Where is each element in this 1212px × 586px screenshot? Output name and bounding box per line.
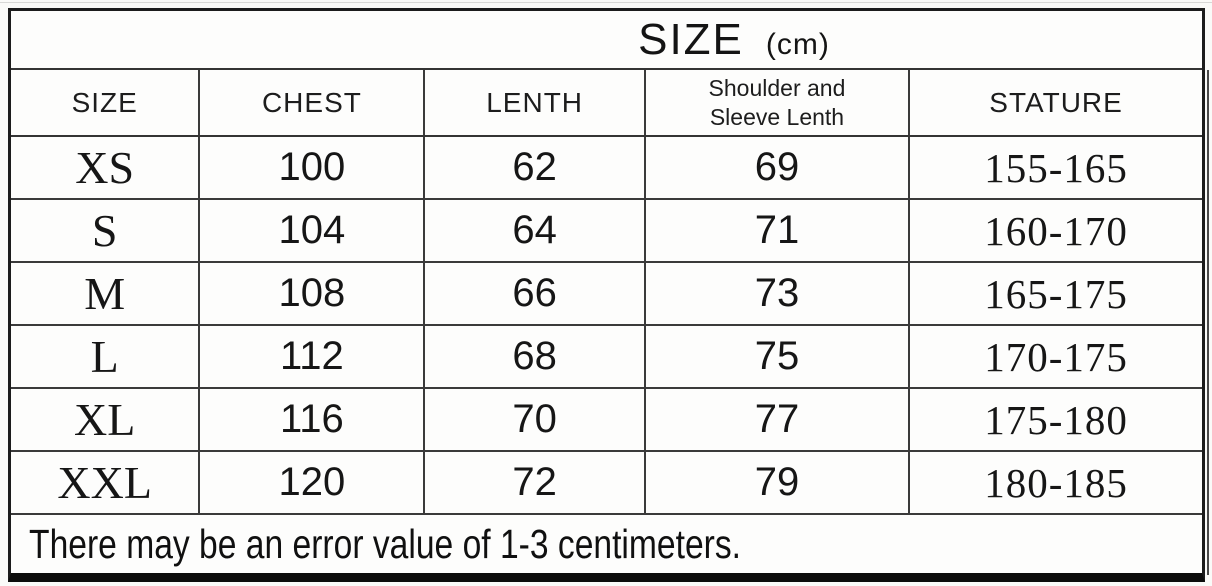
- size-label: XXL: [11, 452, 201, 513]
- photo-crop-edge-line: [0, 2, 1212, 3]
- stature-value: 170-175: [984, 333, 1128, 380]
- length-value: 68: [425, 326, 646, 387]
- chest-value: 120: [200, 452, 426, 513]
- table-row-xxl: XXL 120 72 79 180-185: [11, 452, 1202, 515]
- error-tolerance-note: There may be an error value of 1-3 centi…: [29, 520, 741, 567]
- shoulder-sleeve-value: 73: [646, 263, 911, 324]
- size-label: XS: [11, 137, 201, 198]
- column-header-shoulder-line1: Shoulder and: [708, 74, 846, 101]
- stature-value: 165-175: [984, 270, 1128, 317]
- table-title: SIZE: [638, 15, 744, 64]
- stature-value: 175-180: [984, 396, 1128, 443]
- chest-value: 108: [200, 263, 426, 324]
- chest-value: 116: [200, 389, 426, 450]
- column-header-stature: STATURE: [989, 86, 1123, 118]
- table-title-unit: (cm): [765, 28, 830, 61]
- length-value: 62: [425, 137, 646, 198]
- stature-value: 155-165: [984, 144, 1128, 191]
- table-row-m: M 108 66 73 165-175: [11, 263, 1202, 326]
- size-label: S: [11, 200, 201, 261]
- stature-value: 160-170: [984, 207, 1128, 254]
- column-header-length: LENTH: [425, 70, 646, 135]
- table-row-l: L 112 68 75 170-175: [11, 326, 1202, 389]
- table-row-xl: XL 116 70 77 175-180: [11, 389, 1202, 452]
- cropped-right-border-line: [1207, 70, 1209, 575]
- length-value: 64: [425, 200, 646, 261]
- length-value: 70: [425, 389, 646, 450]
- size-label: L: [11, 326, 201, 387]
- table-footnote-row: There may be an error value of 1-3 centi…: [11, 515, 1202, 573]
- table-title-row: SIZE (cm): [11, 11, 1202, 70]
- table-row-s: S 104 64 71 160-170: [11, 200, 1202, 263]
- size-label: M: [11, 263, 201, 324]
- chest-value: 112: [200, 326, 426, 387]
- shoulder-sleeve-value: 71: [646, 200, 911, 261]
- shoulder-sleeve-value: 77: [646, 389, 911, 450]
- chest-value: 104: [200, 200, 426, 261]
- table-header-row: SIZE CHEST LENTH Shoulder and Sleeve Len…: [11, 70, 1202, 137]
- column-header-size: SIZE: [11, 70, 201, 135]
- length-value: 72: [425, 452, 646, 513]
- chest-value: 100: [200, 137, 426, 198]
- shoulder-sleeve-value: 75: [646, 326, 911, 387]
- column-header-chest: CHEST: [200, 70, 426, 135]
- shoulder-sleeve-value: 69: [646, 137, 911, 198]
- shoulder-sleeve-value: 79: [646, 452, 911, 513]
- size-chart-table: SIZE (cm) SIZE CHEST LENTH Shoulder and …: [8, 8, 1205, 582]
- length-value: 66: [425, 263, 646, 324]
- size-label: XL: [11, 389, 201, 450]
- column-header-shoulder-line2: Sleeve Lenth: [709, 103, 845, 130]
- table-row-xs: XS 100 62 69 155-165: [11, 137, 1202, 200]
- stature-value: 180-185: [984, 459, 1128, 506]
- column-header-shoulder-sleeve: Shoulder and Sleeve Lenth: [646, 70, 911, 135]
